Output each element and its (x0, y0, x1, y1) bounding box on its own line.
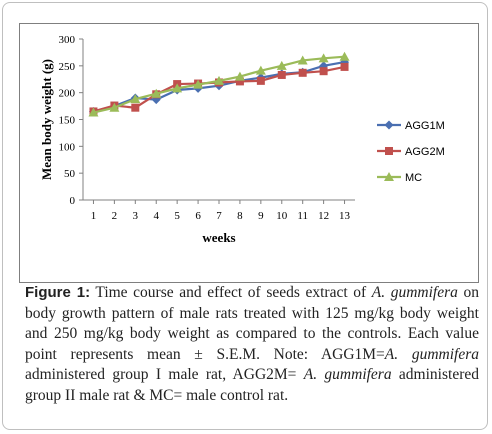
caption-text-4: administered group II male rat & MC= mal… (25, 366, 479, 404)
figure-caption: Figure 1: Time course and effect of seed… (25, 283, 479, 406)
x-tick-label: 13 (339, 210, 351, 222)
x-axis-label: weeks (202, 230, 235, 245)
data-point-agg2m (319, 67, 328, 76)
data-point-mc (88, 107, 99, 117)
caption-species-3: A. gummifera (303, 366, 392, 383)
legend-marker-agg1m (384, 120, 394, 130)
legend-label-agg1m: AGG1M (405, 120, 445, 132)
x-tick-label: 10 (276, 210, 288, 222)
legend-label-mc: MC (405, 172, 422, 184)
caption-text-3: administered group I male rat, AGG2M= (25, 366, 304, 383)
figure-frame: 0 50 100 150 200 250 300 1 2 3 4 5 6 7 8 9 10 11 12 13 weeks… (2, 2, 488, 430)
data-point-mc (109, 102, 120, 112)
caption-species-2: A. gummifera (384, 345, 479, 363)
legend-marker-mc (384, 172, 394, 181)
y-tick-label: 100 (59, 141, 76, 153)
data-point-mc (255, 65, 266, 75)
data-point-mc (214, 75, 224, 85)
caption-text-1: Time course and effect of seeds extract … (90, 284, 372, 301)
data-point-mc (297, 55, 308, 65)
x-tick-label: 11 (297, 210, 308, 222)
data-point-agg2m (277, 70, 286, 79)
data-point-mc (151, 88, 162, 98)
y-tick-label: 150 (59, 115, 76, 127)
x-tick-label: 5 (174, 210, 180, 222)
y-tick-label: 250 (59, 61, 76, 73)
x-tick-label: 7 (216, 210, 222, 222)
x-tick-label: 8 (237, 210, 243, 222)
data-point-mc (130, 94, 141, 104)
y-tick-label: 300 (59, 34, 76, 46)
x-tick-label: 12 (318, 210, 329, 222)
chart-area: 0 50 100 150 200 250 300 1 2 3 4 5 6 7 8 9 10 11 12 13 weeks… (19, 23, 479, 283)
data-point-agg2m (298, 68, 307, 77)
x-tick-label: 6 (195, 210, 201, 222)
y-tick-label: 200 (59, 88, 76, 100)
x-tick-label: 3 (133, 210, 139, 222)
data-point-mc (172, 83, 183, 93)
data-point-mc (234, 71, 245, 81)
x-tick-label: 4 (153, 210, 159, 222)
data-point-agg2m (340, 62, 349, 71)
x-tick-label: 2 (112, 210, 118, 222)
caption-species-1: A. gummifera (371, 284, 458, 301)
caption-label: Figure 1: (25, 284, 91, 301)
data-point-mc (193, 79, 204, 89)
x-tick-label: 9 (258, 210, 264, 222)
legend-label-agg2m: AGG2M (405, 146, 445, 158)
data-point-mc (276, 60, 287, 70)
data-point-agg2m (256, 76, 265, 85)
y-tick-label: 50 (64, 168, 76, 180)
y-tick-label: 0 (70, 195, 76, 207)
y-axis-label: Mean body weight (g) (39, 59, 54, 180)
caption-text-2: on body growth pattern of male rats trea… (25, 284, 479, 363)
data-point-agg2m (235, 77, 244, 86)
x-tick-label: 1 (91, 210, 97, 222)
legend-marker-agg2m (385, 147, 393, 155)
data-point-mc (339, 51, 350, 61)
data-point-mc (318, 53, 329, 63)
data-point-agg2m (131, 103, 140, 112)
